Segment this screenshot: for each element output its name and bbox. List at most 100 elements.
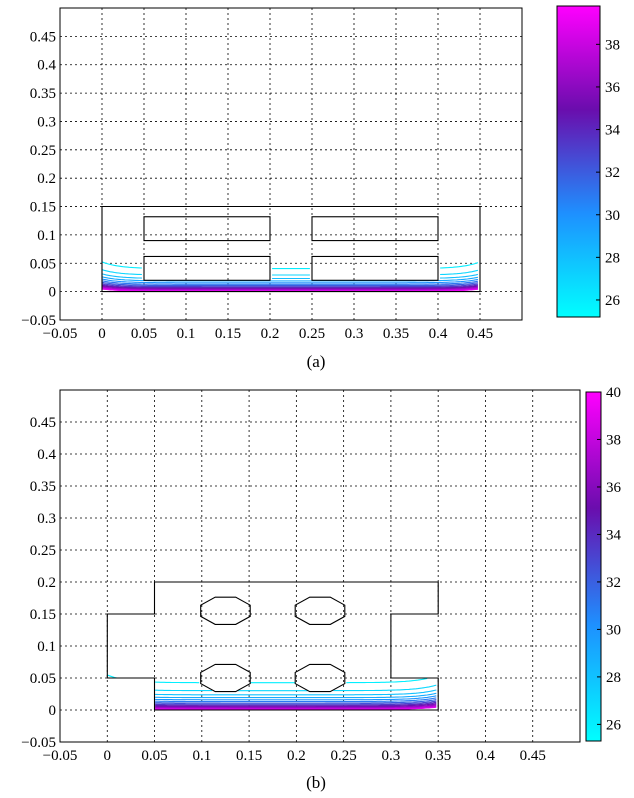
colorbar-tick-label: 30: [605, 208, 620, 224]
y-tick-label: 0.2: [37, 171, 56, 187]
contour-line: [101, 281, 478, 287]
colorbar-tick-label: 40: [606, 385, 621, 401]
panel-caption: (a): [307, 352, 326, 371]
contour-line: [101, 273, 479, 280]
x-tick-label: 0.35: [383, 326, 409, 342]
y-tick-label: −0.05: [21, 735, 56, 751]
y-tick-label: 0.25: [30, 143, 56, 159]
contour-line: [155, 700, 437, 705]
colorbar-tick-label: 28: [606, 670, 621, 686]
domain-outline: [106, 581, 439, 711]
y-tick-label: 0.25: [30, 543, 56, 559]
x-tick-label: −0.05: [43, 748, 78, 764]
y-tick-label: 0.3: [37, 114, 56, 130]
contour-line: [101, 261, 479, 270]
plot-frame: [59, 389, 581, 743]
contour-line: [101, 286, 478, 290]
contour-line: [155, 705, 437, 710]
panel-a-contour-plot: −0.05 0 0.05 0.1 0.15 0.2 0.25 0.3 0.35 0.4 0.45 −0…: [21, 5, 621, 371]
y-tick-label: 0.2: [37, 575, 56, 591]
y-tick-label: 0.05: [30, 256, 56, 272]
contour-line: [101, 285, 478, 290]
x-tick-label: 0.45: [520, 748, 546, 764]
y-tick-label: −0.05: [21, 313, 56, 329]
contour-line: [155, 692, 437, 699]
x-tick-label: −0.05: [43, 326, 78, 342]
obstacle-rect: [311, 216, 439, 242]
y-tick-label: 0.15: [30, 200, 56, 216]
colorbar-tick-label: 26: [605, 293, 621, 309]
contour-line: [101, 284, 478, 289]
colorbar: [585, 391, 602, 742]
x-tick-label: 0.25: [331, 748, 357, 764]
contour-line: [101, 287, 478, 291]
colorbar-tick-label: 30: [606, 622, 621, 638]
contour-line: [155, 689, 437, 696]
panel-b-contour-plot: −0.05 0 0.05 0.1 0.15 0.2 0.25 0.3 0.35 0.4 0.45 −0…: [21, 385, 621, 792]
y-tick-label: 0.1: [37, 228, 56, 244]
y-tick-label: 0.4: [37, 58, 56, 74]
x-tick-label: 0.4: [476, 748, 495, 764]
x-tick-label: 0.3: [345, 326, 364, 342]
y-tick-label: 0.1: [37, 639, 56, 655]
contour-line: [101, 278, 479, 284]
contour-line: [101, 283, 478, 288]
obstacle-rect: [143, 255, 271, 281]
contour-line: [155, 704, 437, 709]
contour-line: [155, 701, 437, 706]
x-tick-label: 0: [98, 326, 106, 342]
colorbar-tick-label: 28: [605, 250, 620, 266]
domain-outline: [101, 205, 481, 293]
contour-line: [155, 702, 437, 707]
x-tick-label: 0.15: [236, 748, 262, 764]
y-tick-label: 0.35: [30, 86, 56, 102]
x-tick-label: 0.3: [382, 748, 401, 764]
x-tick-label: 0.2: [261, 326, 280, 342]
x-tick-label: 0.05: [131, 326, 157, 342]
obstacle-rect: [143, 216, 271, 242]
contour-line: [101, 287, 478, 292]
contour-line: [155, 703, 437, 708]
colorbar-tick-label: 38: [606, 432, 621, 448]
y-tick-label: 0.45: [30, 415, 56, 431]
x-tick-label: 0.1: [192, 748, 211, 764]
y-tick-label: 0: [49, 285, 57, 301]
colorbar-tick-label: 26: [606, 717, 622, 733]
obstacle-octagon: [200, 596, 251, 625]
colorbar-tick-label: 38: [605, 37, 620, 53]
y-tick-label: 0.05: [30, 671, 56, 687]
colorbar-tick-label: 32: [605, 165, 620, 181]
y-tick-label: 0.4: [37, 447, 56, 463]
obstacle-octagon: [200, 663, 251, 693]
colorbar-tick-label: 32: [606, 575, 621, 591]
obstacle-octagon: [294, 663, 346, 693]
obstacle-octagon: [294, 596, 346, 625]
colorbar-tick-label: 36: [605, 80, 621, 96]
colorbar-tick-label: 34: [605, 123, 621, 139]
x-tick-label: 0.45: [467, 326, 493, 342]
x-tick-label: 0.35: [425, 748, 451, 764]
x-tick-label: 0.25: [299, 326, 325, 342]
contour-line: [155, 697, 437, 703]
x-tick-label: 0.2: [287, 748, 306, 764]
obstacle-rect: [311, 255, 439, 281]
contour-line: [155, 706, 437, 710]
y-tick-label: 0.45: [30, 29, 56, 45]
y-tick-label: 0.3: [37, 511, 56, 527]
contour-line: [101, 280, 479, 285]
colorbar-tick-label: 36: [606, 480, 622, 496]
y-tick-label: 0: [49, 703, 57, 719]
x-tick-label: 0.1: [177, 326, 196, 342]
x-tick-label: 0.05: [141, 748, 167, 764]
contour-line: [155, 684, 437, 692]
plot-frame: [59, 7, 523, 321]
contour-line: [107, 674, 428, 684]
panel-caption: (b): [306, 773, 326, 792]
x-tick-label: 0: [104, 748, 112, 764]
y-tick-label: 0.15: [30, 607, 56, 623]
contour-line: [101, 269, 479, 276]
x-tick-label: 0.15: [215, 326, 241, 342]
y-tick-label: 0.35: [30, 479, 56, 495]
colorbar-tick-label: 34: [606, 527, 622, 543]
